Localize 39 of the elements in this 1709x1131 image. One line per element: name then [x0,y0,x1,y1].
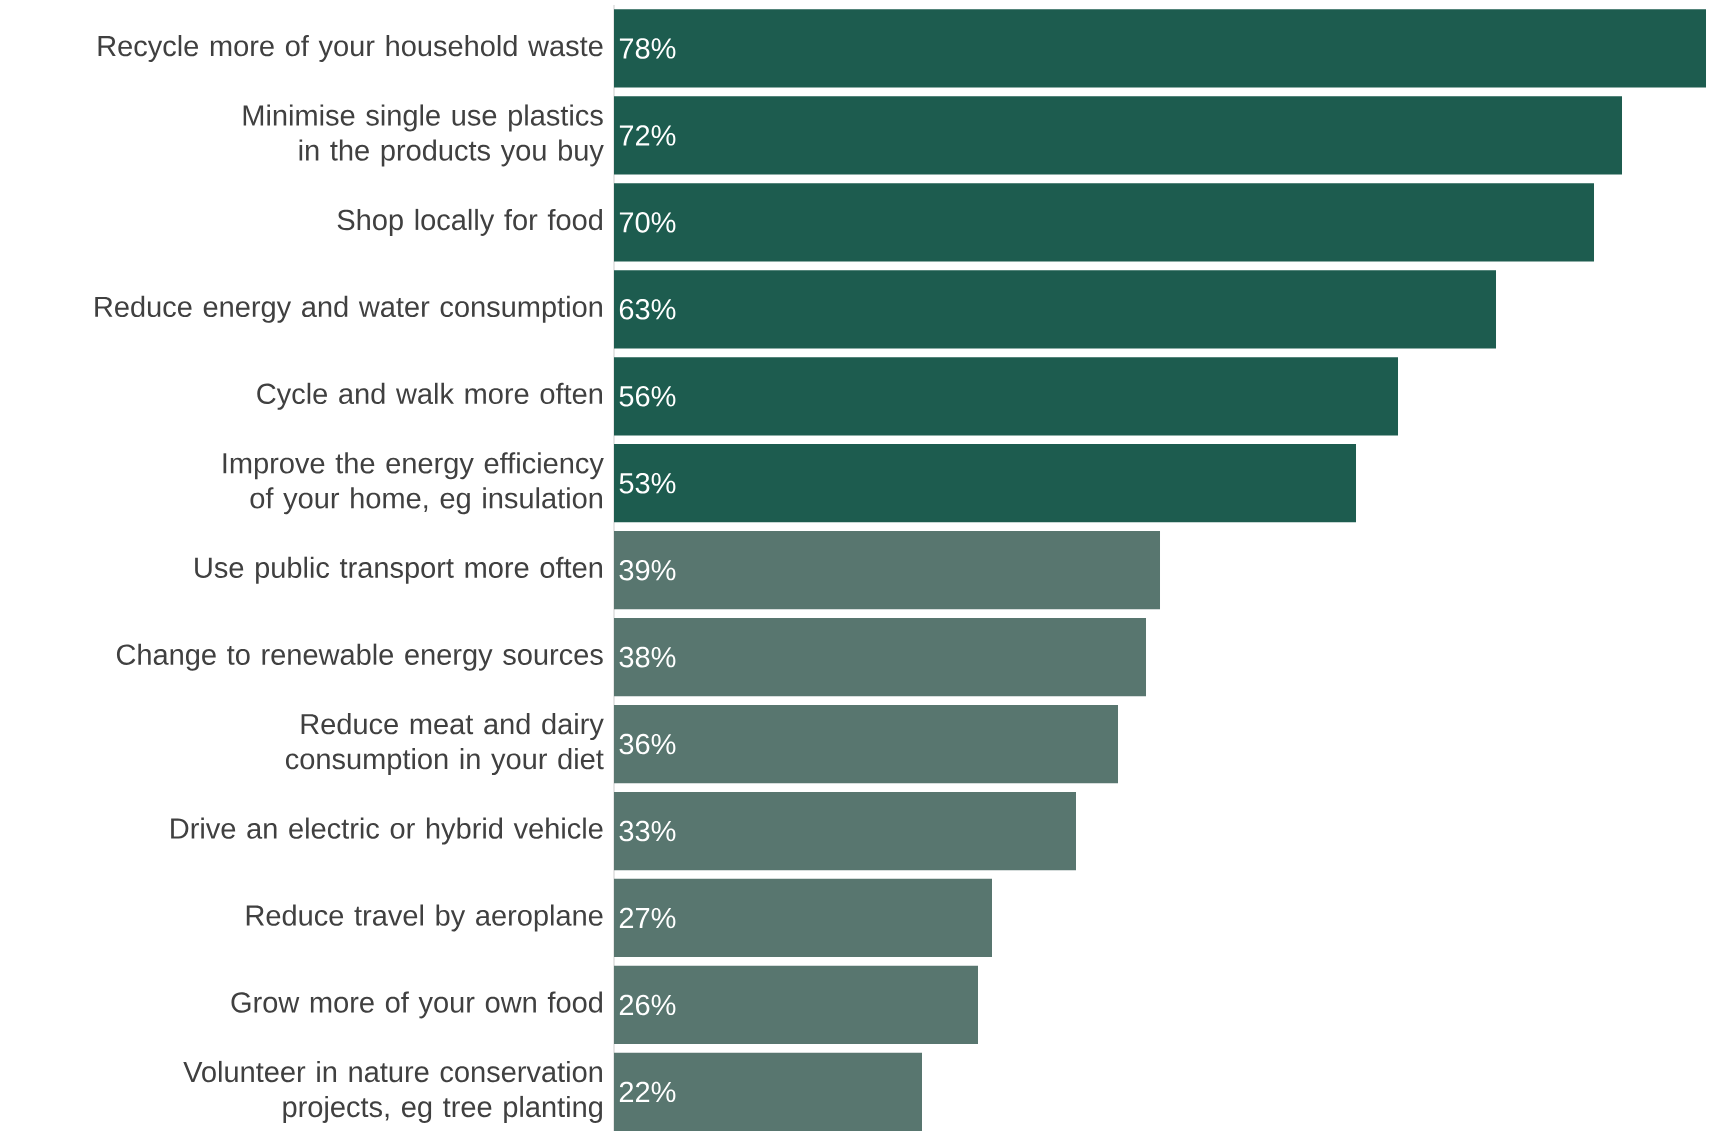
bar [614,618,1147,697]
data-label: 70% [619,212,676,233]
bar [614,791,1076,871]
y-tick-label: Recycle more of your household waste [98,34,603,63]
y-tick-label: Reduce travel by aeroplane [246,904,603,932]
bar [614,1052,922,1131]
y-tick-label: Volunteer in nature conservation projects, eg tree planting [183,1060,602,1123]
bar [614,531,1161,610]
y-tick-label: Minimise single use plastics in the products you buy [243,104,604,167]
y-tick-label: Improve the energy efficiency of your home, eg insulation [223,452,604,515]
data-label: 22% [619,1081,676,1103]
y-tick-label: Change to renewable energy sources [116,643,603,671]
data-label: 27% [619,907,676,929]
bar [614,878,992,958]
bar [614,96,1623,175]
y-tick-label: Use public transport more often [195,556,602,584]
y-tick-label: Cycle and walk more often [257,382,602,410]
y-tick-label: Reduce energy and water consumption [95,295,602,323]
data-label: 72% [619,125,676,146]
bar [614,965,978,1045]
data-label: 53% [619,472,676,494]
bar [614,444,1357,523]
data-label: 78% [619,38,676,59]
y-tick-label: Reduce meat and dairy consumption in your diet [285,713,604,776]
data-label: 38% [619,646,676,668]
bar [614,357,1399,436]
y-tick-label: Grow more of your own food [231,991,602,1019]
data-label: 26% [619,994,676,1016]
data-label: 63% [619,299,676,320]
data-label: 36% [619,733,676,755]
y-tick-label: Drive an electric or hybrid vehicle [171,817,603,845]
y-tick-label: Shop locally for food [337,208,602,236]
bar [614,9,1707,88]
bar [614,270,1497,349]
bar [614,704,1119,784]
bar [614,183,1595,262]
data-label: 33% [619,820,676,842]
data-label: 39% [619,559,676,581]
data-label: 56% [619,386,676,407]
